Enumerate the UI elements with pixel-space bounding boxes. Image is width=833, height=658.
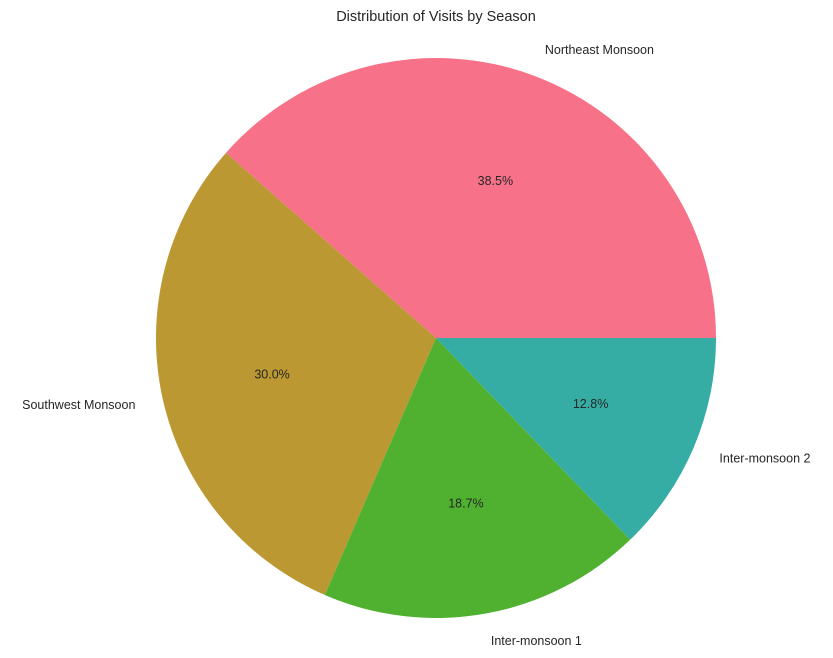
pie-slices — [155, 57, 716, 618]
pie-category-label-inter-monsoon-1: Inter-monsoon 1 — [491, 634, 582, 648]
pie-pct-label-inter-monsoon-2: 12.8% — [573, 397, 608, 411]
pie-pct-label-southwest-monsoon: 30.0% — [254, 368, 289, 382]
pie-category-label-inter-monsoon-2: Inter-monsoon 2 — [719, 452, 810, 466]
pie-slice-inter-monsoon-1 — [324, 338, 631, 618]
pie-slice-southwest-monsoon — [155, 152, 436, 595]
pie-category-label-northeast-monsoon: Northeast Monsoon — [545, 43, 654, 57]
pie-slice-northeast-monsoon — [225, 57, 716, 338]
pie-slice-inter-monsoon-2 — [436, 338, 716, 540]
pie-labels: 38.5% Northeast Monsoon 30.0% Southwest Mon… — [22, 43, 810, 648]
chart-title: Distribution of Visits by Season — [336, 9, 536, 25]
pie-pct-label-northeast-monsoon: 38.5% — [478, 174, 513, 188]
pie-pct-label-inter-monsoon-1: 18.7% — [448, 496, 483, 510]
pie-category-label-southwest-monsoon: Southwest Monsoon — [22, 398, 135, 412]
